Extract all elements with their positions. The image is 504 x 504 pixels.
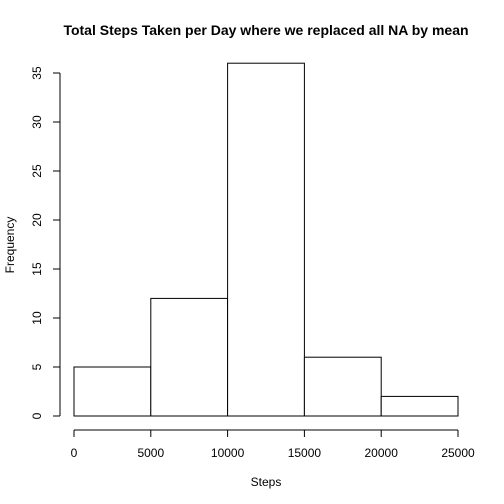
y-tick-label: 0 [30, 412, 44, 419]
y-axis-label: Frequency [3, 217, 17, 274]
y-tick-label: 5 [30, 363, 44, 370]
histogram-bar-0 [73, 366, 152, 417]
y-tick-label: 30 [30, 115, 44, 129]
x-tick-label: 0 [71, 446, 78, 460]
bars [73, 62, 459, 417]
y-tick-label: 20 [30, 213, 44, 227]
chart-title: Total Steps Taken per Day where we repla… [63, 22, 468, 38]
x-axis: 0 5000 10000 15000 20000 25000 [71, 429, 475, 460]
histogram-bar-2 [227, 62, 305, 417]
x-tick-label: 20000 [365, 446, 399, 460]
y-tick-label: 25 [30, 164, 44, 178]
histogram-bar-3 [303, 356, 382, 417]
y-tick-label: 35 [30, 66, 44, 80]
x-tick-label: 15000 [288, 446, 322, 460]
y-axis: 0 5 10 15 20 25 30 35 [30, 66, 61, 419]
histogram-bar-4 [380, 395, 459, 417]
x-axis-label: Steps [251, 475, 282, 489]
y-tick-label: 15 [30, 262, 44, 276]
x-tick-label: 25000 [441, 446, 475, 460]
x-tick-label: 10000 [211, 446, 245, 460]
x-tick-label: 5000 [137, 446, 164, 460]
histogram-bar-1 [150, 297, 229, 417]
y-tick-label: 10 [30, 311, 44, 325]
